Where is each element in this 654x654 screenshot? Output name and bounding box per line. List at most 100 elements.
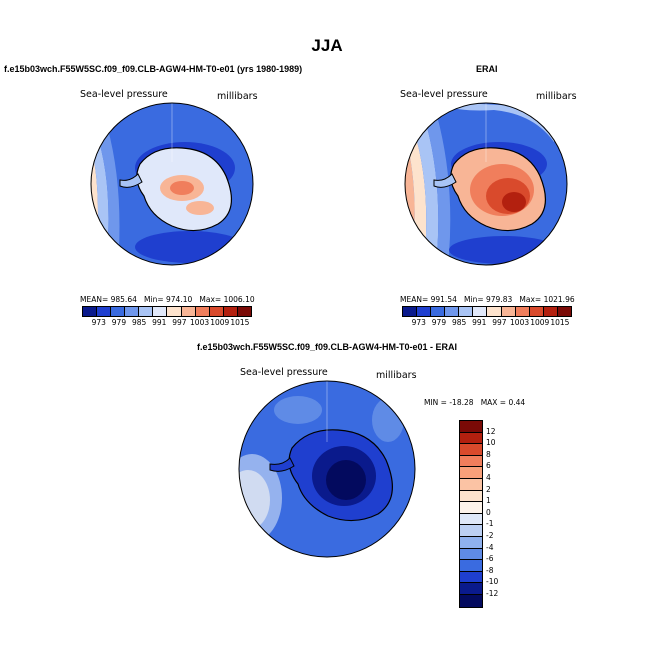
anomaly-patch <box>274 396 322 424</box>
colorbar-tick-label: 979 <box>431 318 447 327</box>
tick-spacer <box>82 318 89 327</box>
figure-title: JJA <box>311 36 343 55</box>
colorbar-swatch <box>460 583 482 595</box>
high-pressure-lobe <box>186 201 214 215</box>
obs-units-label: millibars <box>536 91 577 102</box>
colorbar-tick-label: 985 <box>451 318 467 327</box>
map-border <box>404 102 568 266</box>
colorbar-swatch <box>460 455 482 468</box>
model-mean: MEAN= 985.64 <box>80 295 137 304</box>
obs-min: Min= 979.83 <box>464 295 513 304</box>
colorbar-tick-label: 997 <box>492 318 507 327</box>
colorbar-swatch <box>153 307 168 316</box>
model-units-label: millibars <box>217 91 258 102</box>
anomaly-patch-east <box>372 398 404 442</box>
colorbar-swatch <box>445 307 460 316</box>
diff-stats: MIN = -18.28 MAX = 0.44 <box>424 398 525 407</box>
colorbar-swatch <box>111 307 126 316</box>
map-band-light <box>412 116 439 265</box>
diff-colorbar <box>459 420 483 608</box>
diff-panel-title: f.e15b03wch.F55W5SC.f09_f09.CLB-AGW4-HM-… <box>196 342 458 352</box>
colorbar-swatch <box>431 307 446 316</box>
colorbar-swatch <box>403 307 418 316</box>
diff-units-label: millibars <box>376 370 417 381</box>
diff-min: MIN = -18.28 <box>424 398 474 407</box>
colorbar-tick-label: -4 <box>486 542 494 552</box>
colorbar-swatch <box>139 307 154 316</box>
obs-panel-title: ERAI <box>476 64 498 74</box>
colorbar-tick-label: 2 <box>486 484 491 494</box>
colorbar-swatch <box>209 307 224 316</box>
colorbar-swatch <box>460 571 482 584</box>
colorbar-tick-label: 1009 <box>530 318 550 327</box>
model-slp-map <box>90 102 254 266</box>
colorbar-tick-label: 973 <box>411 318 426 327</box>
obs-variable-label: Sea-level pressure <box>400 89 488 100</box>
model-colorbar <box>82 306 252 317</box>
map-low-south <box>135 231 245 263</box>
colorbar-tick-label: 12 <box>486 426 496 436</box>
colorbar-swatch <box>167 307 182 316</box>
colorbar-swatch <box>557 307 571 316</box>
colorbar-tick-label: 973 <box>91 318 106 327</box>
colorbar-swatch <box>460 444 482 456</box>
colorbar-swatch <box>515 307 530 316</box>
model-min: Min= 974.10 <box>144 295 193 304</box>
colorbar-swatch <box>97 307 112 316</box>
colorbar-tick-label: -12 <box>486 589 499 598</box>
model-colorbar-ticks: 973 979 985 991 997 1003 1009 1015 <box>82 318 250 327</box>
high-pressure-center <box>502 192 526 212</box>
colorbar-tick-label: 991 <box>472 318 487 327</box>
colorbar-tick-label: -1 <box>486 519 494 529</box>
colorbar-tick-label: 991 <box>152 318 167 327</box>
colorbar-tick-label: 979 <box>111 318 127 327</box>
colorbar-swatch <box>223 307 238 316</box>
antarctic-peninsula <box>119 173 143 188</box>
colorbar-swatch <box>237 307 251 316</box>
colorbar-swatch <box>417 307 432 316</box>
map-border <box>90 102 254 266</box>
obs-max: Max= 1021.96 <box>519 295 575 304</box>
colorbar-tick-label: 0 <box>486 507 491 517</box>
colorbar-swatch <box>83 307 98 316</box>
obs-stats: MEAN= 991.54 Min= 979.83 Max= 1021.96 <box>400 295 575 304</box>
diff-max: MAX = 0.44 <box>480 398 526 407</box>
colorbar-tick-label: 1 <box>486 496 491 506</box>
map-band-mid <box>96 122 120 265</box>
colorbar-swatch <box>460 490 482 503</box>
colorbar-tick-label: 985 <box>131 318 147 327</box>
map-band-pale <box>405 124 427 265</box>
colorbar-swatch <box>460 548 482 561</box>
colorbar-tick-label: -8 <box>486 565 494 575</box>
colorbar-swatch <box>529 307 544 316</box>
diff-colorbar-ticks: 12 10 8 6 4 2 1 0 -1 -2 -4 -6 -8 -10 -12 <box>486 420 516 606</box>
tick-spacer <box>402 318 409 327</box>
colorbar-swatch <box>195 307 210 316</box>
colorbar-tick-label: 4 <box>486 473 491 482</box>
diff-slp-map <box>238 380 416 558</box>
colorbar-swatch <box>460 421 482 433</box>
colorbar-swatch <box>460 594 482 607</box>
model-max: Max= 1006.10 <box>199 295 255 304</box>
negative-anomaly-center <box>326 460 366 500</box>
diff-variable-label: Sea-level pressure <box>240 367 328 378</box>
model-panel-title: f.e15b03wch.F55W5SC.f09_f09.CLB-AGW4-HM-… <box>4 64 303 74</box>
colorbar-swatch <box>460 525 482 537</box>
colorbar-tick-label: 1015 <box>550 318 570 327</box>
colorbar-tick-label: -10 <box>486 577 499 587</box>
colorbar-swatch <box>543 307 558 316</box>
colorbar-tick-label: -2 <box>486 531 494 540</box>
colorbar-swatch <box>501 307 516 316</box>
colorbar-swatch <box>459 307 474 316</box>
colorbar-swatch <box>460 467 482 479</box>
high-pressure-center <box>170 181 194 195</box>
colorbar-swatch <box>460 502 482 514</box>
model-variable-label: Sea-level pressure <box>80 89 168 100</box>
obs-mean: MEAN= 991.54 <box>400 295 457 304</box>
colorbar-swatch <box>460 560 482 572</box>
colorbar-swatch <box>473 307 488 316</box>
colorbar-tick-label: 8 <box>486 449 491 459</box>
colorbar-swatch <box>460 536 482 549</box>
map-border <box>238 380 416 558</box>
weak-anomaly <box>239 454 282 542</box>
